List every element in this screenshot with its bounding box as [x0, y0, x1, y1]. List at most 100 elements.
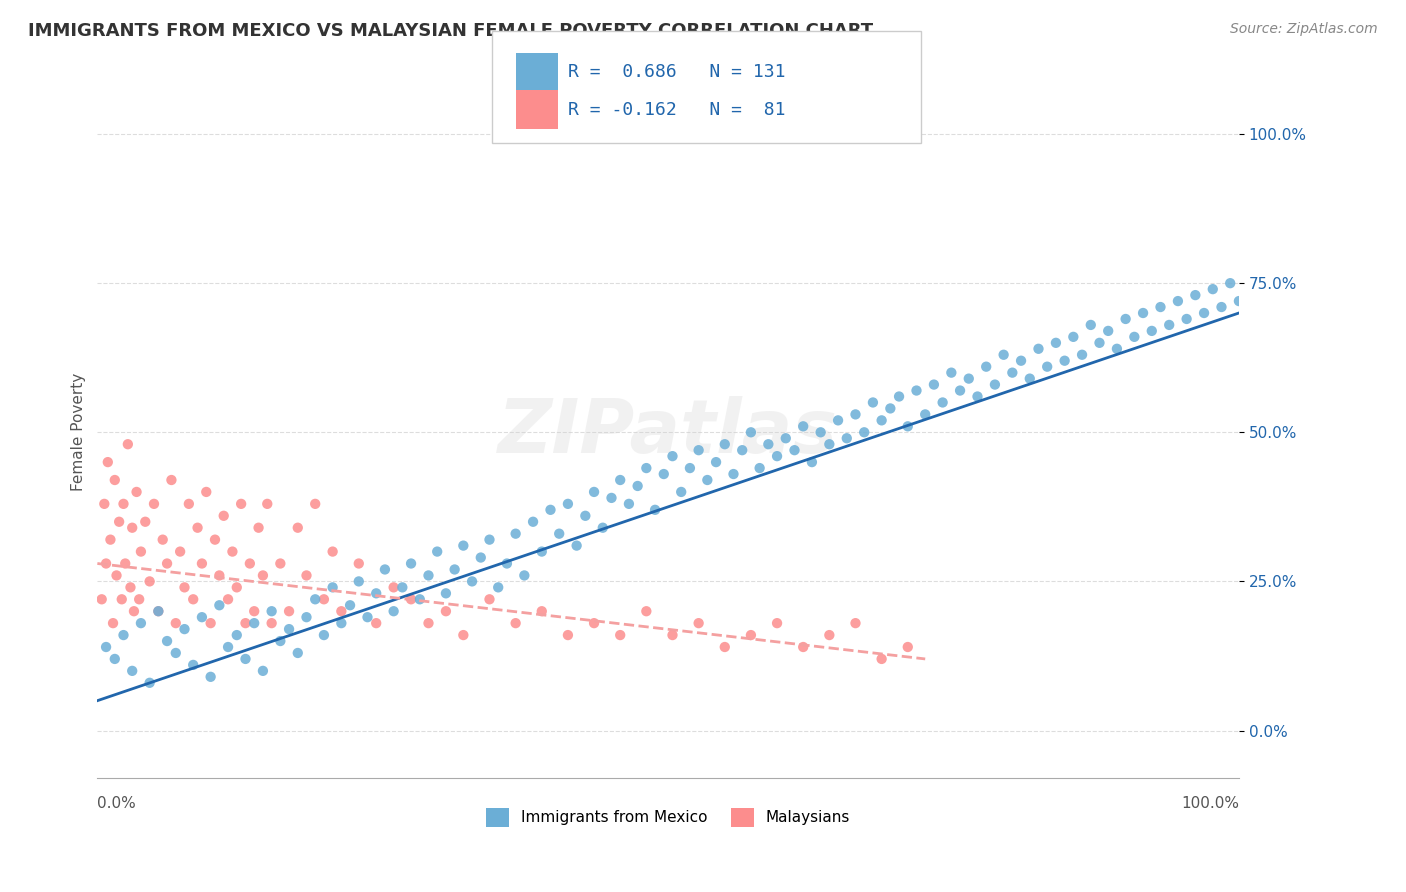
- Point: [461, 574, 484, 589]
- Point: [810, 425, 832, 440]
- Point: [792, 419, 814, 434]
- Point: [111, 592, 134, 607]
- Point: [195, 484, 218, 499]
- Point: [835, 431, 858, 445]
- Point: [94, 640, 117, 654]
- Point: [818, 437, 841, 451]
- Point: [399, 592, 422, 607]
- Point: [1080, 318, 1102, 332]
- Point: [1159, 318, 1181, 332]
- Point: [783, 443, 806, 458]
- Point: [409, 592, 432, 607]
- Point: [117, 437, 139, 451]
- Point: [295, 568, 318, 582]
- Point: [1088, 335, 1111, 350]
- Point: [1010, 353, 1032, 368]
- Point: [583, 484, 606, 499]
- Point: [1105, 342, 1128, 356]
- Point: [897, 419, 920, 434]
- Point: [100, 533, 122, 547]
- Point: [347, 557, 370, 571]
- Point: [530, 604, 553, 618]
- Point: [897, 640, 920, 654]
- Point: [1071, 348, 1094, 362]
- Point: [287, 646, 309, 660]
- Point: [252, 568, 274, 582]
- Point: [208, 599, 231, 613]
- Text: 0.0%: 0.0%: [97, 797, 136, 811]
- Point: [121, 664, 143, 678]
- Point: [1140, 324, 1163, 338]
- Point: [1149, 300, 1171, 314]
- Point: [225, 580, 247, 594]
- Point: [627, 479, 650, 493]
- Point: [112, 628, 135, 642]
- Point: [522, 515, 544, 529]
- Point: [121, 521, 143, 535]
- Point: [1097, 324, 1119, 338]
- Point: [187, 521, 209, 535]
- Point: [247, 521, 270, 535]
- Point: [418, 616, 440, 631]
- Point: [1115, 312, 1137, 326]
- Point: [256, 497, 278, 511]
- Point: [853, 425, 876, 440]
- Point: [600, 491, 623, 505]
- Point: [974, 359, 997, 374]
- Point: [129, 616, 152, 631]
- Point: [844, 408, 866, 422]
- Point: [231, 497, 253, 511]
- Point: [609, 473, 631, 487]
- Point: [156, 634, 179, 648]
- Point: [177, 497, 200, 511]
- Point: [191, 557, 214, 571]
- Point: [217, 592, 239, 607]
- Point: [204, 533, 226, 547]
- Point: [1192, 306, 1215, 320]
- Point: [704, 455, 727, 469]
- Point: [243, 616, 266, 631]
- Point: [260, 616, 283, 631]
- Point: [443, 562, 465, 576]
- Point: [295, 610, 318, 624]
- Point: [766, 449, 789, 463]
- Point: [1184, 288, 1206, 302]
- Point: [740, 425, 762, 440]
- Point: [165, 646, 187, 660]
- Point: [1211, 300, 1233, 314]
- Point: [756, 437, 779, 451]
- Point: [287, 521, 309, 535]
- Point: [505, 616, 527, 631]
- Point: [128, 592, 150, 607]
- Point: [984, 377, 1007, 392]
- Point: [356, 610, 378, 624]
- Point: [138, 574, 160, 589]
- Point: [941, 366, 963, 380]
- Point: [530, 544, 553, 558]
- Point: [887, 390, 910, 404]
- Point: [339, 599, 361, 613]
- Point: [688, 616, 710, 631]
- Point: [1062, 330, 1084, 344]
- Point: [583, 616, 606, 631]
- Point: [1018, 371, 1040, 385]
- Point: [225, 628, 247, 642]
- Point: [496, 557, 519, 571]
- Point: [1227, 294, 1250, 309]
- Point: [453, 539, 475, 553]
- Point: [235, 616, 257, 631]
- Point: [679, 461, 702, 475]
- Point: [636, 461, 658, 475]
- Point: [200, 616, 222, 631]
- Point: [1219, 276, 1241, 290]
- Point: [914, 408, 936, 422]
- Point: [548, 526, 571, 541]
- Point: [478, 533, 501, 547]
- Point: [434, 604, 457, 618]
- Point: [181, 657, 204, 672]
- Point: [278, 604, 301, 618]
- Point: [148, 604, 170, 618]
- Point: [957, 371, 980, 385]
- Point: [1123, 330, 1146, 344]
- Point: [862, 395, 884, 409]
